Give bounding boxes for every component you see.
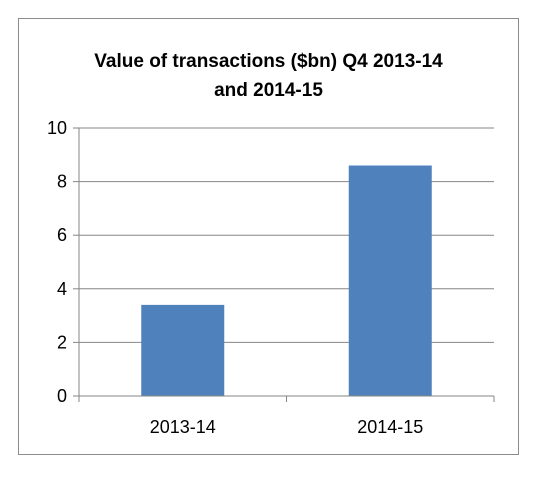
y-tick-label: 4	[57, 279, 67, 299]
axes	[73, 127, 495, 402]
bar-2013-14	[141, 304, 225, 396]
chart-frame: Value of transactions ($bn) Q4 2013-14 a…	[18, 18, 519, 455]
y-tick-label: 8	[57, 172, 67, 192]
y-tick-label: 2	[57, 332, 67, 352]
x-tick-label: 2014-15	[357, 417, 423, 437]
chart-title-line-1: Value of transactions ($bn) Q4 2013-14	[94, 51, 443, 72]
x-tick-label: 2013-14	[150, 417, 216, 437]
chart-title-line-2: and 2014-15	[214, 80, 323, 101]
chart-title: Value of transactions ($bn) Q4 2013-14 a…	[19, 47, 518, 105]
bar-2014-15	[348, 165, 432, 396]
y-tick-label: 10	[47, 118, 67, 138]
tick-labels: 0 2 4 6 8 10 2013-14 2014-15	[47, 118, 423, 437]
bars	[141, 165, 432, 396]
y-tick-label: 0	[57, 386, 67, 406]
y-tick-label: 6	[57, 225, 67, 245]
